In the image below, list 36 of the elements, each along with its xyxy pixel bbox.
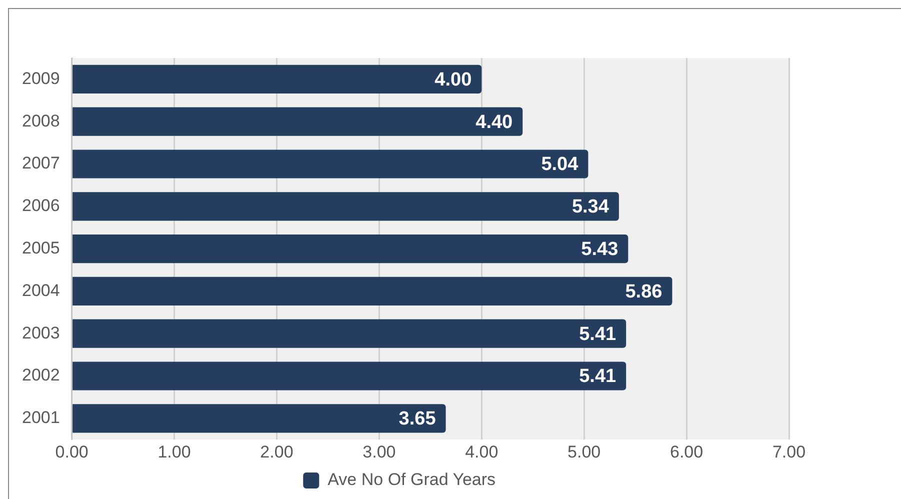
bar bbox=[72, 234, 628, 264]
data-label: 5.41 bbox=[579, 324, 617, 345]
bar bbox=[72, 362, 626, 390]
legend-label: Ave No Of Grad Years bbox=[328, 470, 496, 490]
bar bbox=[72, 319, 626, 348]
data-label: 5.43 bbox=[581, 239, 618, 260]
data-label: 5.86 bbox=[625, 281, 662, 302]
y-tick-label: 2006 bbox=[22, 196, 60, 216]
y-tick-label: 2001 bbox=[22, 408, 60, 428]
data-label: 5.41 bbox=[579, 366, 617, 388]
data-label: 5.04 bbox=[541, 154, 579, 176]
data-label: 5.34 bbox=[572, 196, 610, 218]
bar bbox=[72, 404, 446, 433]
y-tick-label: 2007 bbox=[22, 154, 60, 173]
y-tick-label: 2004 bbox=[22, 280, 60, 300]
y-tick-label: 2003 bbox=[22, 323, 60, 342]
bar bbox=[72, 107, 523, 136]
x-tick-label: 6.00 bbox=[670, 442, 704, 462]
x-tick-label: 4.00 bbox=[465, 442, 498, 462]
x-tick-label: 2.00 bbox=[260, 442, 294, 462]
y-tick-label: 2005 bbox=[22, 238, 60, 258]
y-tick-label: 2008 bbox=[22, 111, 60, 130]
data-label: 4.40 bbox=[476, 112, 513, 133]
bar bbox=[72, 192, 619, 221]
y-tick-label: 2009 bbox=[22, 68, 60, 88]
x-tick-label: 7.00 bbox=[772, 442, 806, 462]
bar bbox=[72, 150, 588, 178]
data-label: 3.65 bbox=[398, 408, 436, 430]
x-tick-label: 3.00 bbox=[362, 442, 396, 462]
x-tick-label: 0.00 bbox=[55, 442, 88, 462]
x-tick-label: 1.00 bbox=[158, 442, 191, 462]
data-label: 4.00 bbox=[434, 69, 472, 90]
bar bbox=[72, 64, 482, 94]
x-tick-label: 5.00 bbox=[568, 442, 601, 462]
y-tick-label: 2002 bbox=[22, 366, 60, 385]
bar bbox=[72, 276, 672, 306]
